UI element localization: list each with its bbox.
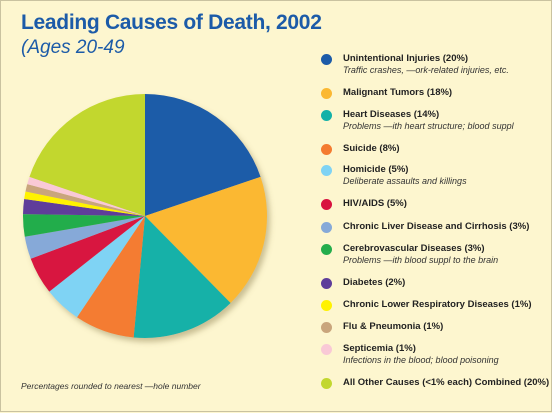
legend-description: Deliberate assaults and killings <box>343 176 467 186</box>
pie-slice-suicide <box>77 216 145 338</box>
chart-subtitle: (Ages 20-49 <box>21 37 125 58</box>
pie-slice-flu-pneumonia <box>25 184 146 216</box>
legend-description: Traffic crashes, —ork-related injuries, … <box>343 65 509 75</box>
pie-slice-diabetes <box>23 198 145 216</box>
legend-swatch <box>321 300 332 311</box>
legend-swatch <box>321 165 332 176</box>
pie-slice-chronic-lower-respiratory-diseases <box>24 191 145 216</box>
legend-label: All Other Causes (<1% each) Combined (20… <box>343 377 550 388</box>
legend-swatch <box>321 244 332 255</box>
legend-swatch <box>321 222 332 233</box>
legend-description: Problems —ith blood suppl to the brain <box>343 255 499 265</box>
legend-label: Septicemia (1%) <box>343 343 416 354</box>
pie-slice-all-other-causes <box>29 94 146 216</box>
pie-slice-chronic-liver-disease-and-cirrhosis <box>24 216 146 259</box>
legend-swatch <box>321 278 332 289</box>
legend-label: Diabetes (2%) <box>343 277 406 288</box>
legend-swatch <box>321 322 332 333</box>
pie-slice-homicide <box>49 216 145 318</box>
legend-label: Unintentional Injuries (20%) <box>343 53 469 64</box>
legend-label: Malignant Tumors (18%) <box>343 87 453 98</box>
legend-swatch <box>321 144 332 155</box>
pie-slice-hiv-aids <box>30 216 145 292</box>
legend-swatch <box>321 88 332 99</box>
legend-swatch <box>321 199 332 210</box>
legend-swatch <box>321 344 332 355</box>
legend-swatch <box>321 110 332 121</box>
legend-label: HIV/AIDS (5%) <box>343 198 407 209</box>
legend-description: Problems —ith heart structure; blood sup… <box>343 121 514 131</box>
pie-slice-heart-diseases <box>133 216 231 339</box>
footnote: Percentages rounded to nearest —hole num… <box>21 381 201 391</box>
chart-title: Leading Causes of Death, 2002 <box>21 11 322 34</box>
legend-label: Chronic Lower Respiratory Diseases (1%) <box>343 299 532 310</box>
pie-slice-malignant-tumors <box>145 176 267 303</box>
pie-slice-unintentional-injuries <box>145 94 261 216</box>
legend-label: Heart Diseases (14%) <box>343 109 440 120</box>
legend-label: Flu & Pneumonia (1%) <box>343 321 444 332</box>
legend-label: Chronic Liver Disease and Cirrhosis (3%) <box>343 221 530 232</box>
pie-slice-cerebrovascular-diseases <box>22 214 146 237</box>
pie-slice-septicemia <box>27 176 146 216</box>
legend-label: Suicide (8%) <box>343 143 400 154</box>
legend-label: Homicide (5%) <box>343 164 409 175</box>
legend-swatch <box>321 54 332 65</box>
legend-swatch <box>321 378 332 389</box>
legend-label: Cerebrovascular Diseases (3%) <box>343 243 485 254</box>
legend-description: Infections in the blood; blood poisoning <box>343 355 499 365</box>
